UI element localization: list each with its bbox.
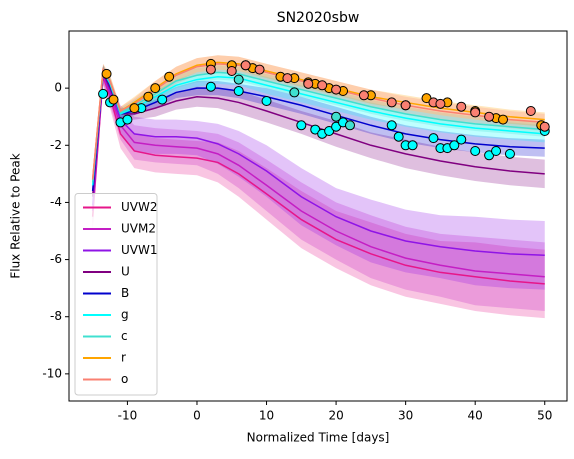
data-point bbox=[393, 131, 404, 142]
data-point bbox=[282, 73, 293, 84]
series-line bbox=[91, 63, 545, 180]
legend-label: B bbox=[121, 286, 129, 300]
data-point bbox=[157, 94, 168, 105]
y-tick-label: 0 bbox=[54, 81, 62, 95]
series-line bbox=[91, 76, 545, 285]
data-point bbox=[470, 107, 481, 118]
confidence-band bbox=[92, 65, 545, 290]
data-point bbox=[317, 80, 328, 91]
data-point bbox=[101, 68, 112, 79]
data-point bbox=[240, 60, 251, 71]
x-tick-label: 20 bbox=[328, 409, 343, 423]
data-point bbox=[344, 120, 355, 131]
x-tick-label: 0 bbox=[193, 409, 201, 423]
y-axis-label: Flux Relative to Peak bbox=[9, 153, 23, 278]
data-point bbox=[407, 140, 418, 151]
data-point bbox=[456, 101, 467, 112]
plot-frame bbox=[68, 30, 568, 402]
data-point bbox=[143, 91, 154, 102]
data-point bbox=[428, 133, 439, 144]
legend-label: U bbox=[121, 265, 130, 279]
data-point bbox=[289, 87, 300, 98]
data-point bbox=[449, 140, 460, 151]
data-point bbox=[233, 74, 244, 85]
data-point bbox=[296, 120, 307, 131]
data-point bbox=[164, 71, 175, 82]
data-point bbox=[491, 146, 502, 156]
data-point bbox=[386, 97, 397, 108]
legend-label: r bbox=[121, 351, 126, 365]
x-tick-label: 50 bbox=[537, 409, 552, 423]
y-tick-label: -6 bbox=[50, 252, 62, 266]
data-point bbox=[205, 64, 216, 75]
data-point bbox=[484, 111, 495, 122]
data-point bbox=[129, 103, 140, 114]
legend-label: c bbox=[121, 329, 128, 343]
data-point bbox=[525, 106, 536, 116]
data-point bbox=[358, 90, 369, 101]
confidence-band bbox=[92, 68, 545, 319]
y-tick-label: -2 bbox=[50, 138, 62, 152]
confidence-band bbox=[92, 65, 545, 190]
legend-box bbox=[74, 193, 158, 396]
data-point bbox=[233, 86, 244, 96]
data-point bbox=[435, 98, 446, 109]
data-point bbox=[400, 100, 411, 111]
data-point bbox=[108, 94, 119, 105]
plot-area bbox=[91, 55, 550, 319]
data-point bbox=[331, 84, 342, 95]
data-point bbox=[303, 78, 314, 89]
x-tick-label: 10 bbox=[259, 409, 274, 423]
confidence-band bbox=[92, 65, 545, 194]
y-tick-label: -4 bbox=[50, 195, 62, 209]
data-point bbox=[254, 64, 265, 75]
data-point bbox=[331, 111, 342, 122]
legend-label: o bbox=[121, 372, 128, 386]
x-tick-label: 40 bbox=[468, 409, 483, 423]
data-point bbox=[470, 146, 481, 156]
data-point bbox=[539, 121, 550, 132]
legend-label: UVW1 bbox=[121, 243, 158, 257]
x-tick-label: 30 bbox=[398, 409, 413, 423]
data-point bbox=[226, 66, 237, 76]
data-point bbox=[205, 81, 216, 92]
x-axis-label: Normalized Time [days] bbox=[247, 431, 390, 445]
data-point bbox=[98, 88, 109, 99]
data-point bbox=[386, 120, 397, 131]
legend-label: g bbox=[121, 308, 129, 322]
data-point bbox=[150, 83, 161, 94]
legend-label: UVW2 bbox=[121, 200, 158, 214]
y-tick-label: -8 bbox=[50, 309, 62, 323]
confidence-band bbox=[92, 66, 545, 311]
x-tick-label: -10 bbox=[118, 409, 138, 423]
data-point bbox=[504, 148, 515, 159]
legend-label: UVM2 bbox=[121, 222, 156, 236]
y-tick-label: -10 bbox=[42, 366, 62, 380]
series-line bbox=[91, 68, 545, 183]
data-point bbox=[498, 114, 509, 125]
chart-title: SN2020sbw bbox=[277, 10, 360, 26]
data-point bbox=[456, 134, 467, 145]
data-point bbox=[122, 114, 133, 125]
data-point bbox=[261, 96, 272, 106]
